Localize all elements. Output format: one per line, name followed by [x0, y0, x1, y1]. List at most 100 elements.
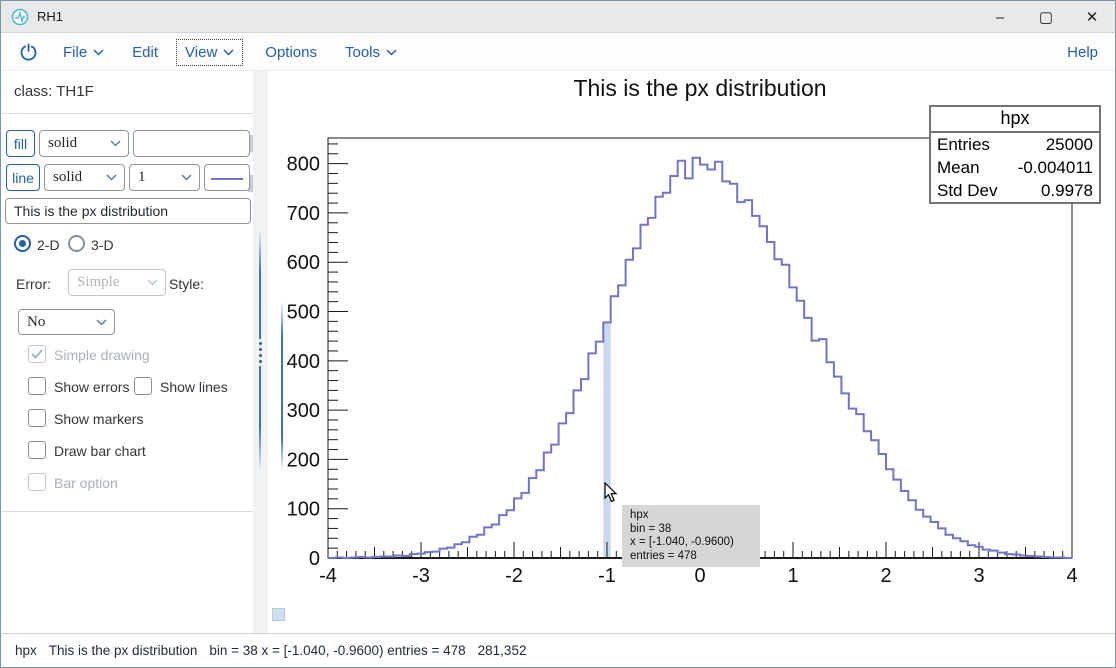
error-select-value: Simple	[77, 274, 120, 290]
menu-bar: File Edit View Options Tools Help	[2, 34, 1115, 71]
chevron-down-icon	[96, 318, 107, 326]
svg-text:300: 300	[287, 400, 320, 422]
histogram-title-input[interactable]	[5, 198, 251, 224]
stats-value: 25000	[1045, 135, 1093, 154]
power-icon[interactable]	[19, 43, 38, 62]
maximize-button[interactable]: ▢	[1038, 9, 1054, 26]
radio-3d[interactable]	[68, 235, 85, 252]
menu-view[interactable]: View	[176, 38, 244, 66]
chevron-down-icon	[110, 140, 121, 147]
chevron-down-icon	[106, 174, 117, 181]
checkbox-label-show-errors: Show errors	[54, 379, 130, 395]
svg-text:2: 2	[880, 565, 891, 587]
window-title: RH1	[37, 9, 64, 24]
checkbox-show-errors[interactable]	[28, 377, 46, 395]
line-button-label: line	[12, 169, 34, 186]
fill-color-input[interactable]	[133, 130, 250, 157]
tooltip-line: x = [-1.040, -0.9600)	[630, 536, 734, 548]
bin-tooltip: hpx bin = 38 x = [-1.040, -0.9600) entri…	[622, 505, 760, 567]
stats-label: Std Dev	[937, 181, 998, 200]
minimize-button[interactable]: –	[995, 8, 1005, 26]
error-select[interactable]: Simple	[68, 269, 166, 296]
line-width-select[interactable]: 1	[129, 164, 200, 191]
svg-text:500: 500	[287, 302, 320, 324]
status-counter: 281,352	[477, 643, 527, 658]
tooltip-line: hpx	[630, 509, 649, 521]
error-label: Error:	[16, 276, 51, 292]
checkbox-label-show-lines: Show lines	[160, 379, 228, 395]
line-style-select[interactable]: solid	[44, 164, 125, 191]
canvas-resize-nub[interactable]	[272, 608, 285, 621]
app-logo-icon	[11, 8, 29, 25]
menu-edit[interactable]: Edit	[132, 44, 158, 61]
scrollbar-nub[interactable]	[248, 135, 253, 152]
stats-value: -0.004011	[1017, 158, 1093, 177]
checkbox-draw-bar-chart[interactable]	[28, 441, 46, 459]
fill-style-select[interactable]: solid	[39, 130, 129, 157]
line-toggle-button[interactable]: line	[6, 164, 40, 191]
line-color-swatch[interactable]	[204, 164, 250, 191]
close-button[interactable]: ✕	[1085, 9, 1099, 26]
svg-text:800: 800	[287, 154, 320, 176]
mouse-cursor-icon	[604, 482, 618, 503]
tooltip-line: entries = 478	[630, 549, 697, 562]
status-hist-title: This is the px distribution	[48, 643, 198, 658]
menu-file[interactable]: File	[63, 44, 104, 61]
stats-title: hpx	[931, 107, 1099, 133]
menu-options-label: Options	[265, 43, 317, 61]
splitter-grip-icon[interactable]	[258, 339, 262, 366]
svg-text:100: 100	[287, 499, 320, 521]
checkbox-simple-drawing[interactable]	[28, 345, 46, 363]
radio-2d-label: 2-D	[37, 237, 60, 253]
scrollbar-nub[interactable]	[248, 175, 253, 192]
style-select-value: No	[27, 313, 46, 330]
svg-text:600: 600	[287, 252, 320, 274]
radio-2d[interactable]	[14, 235, 31, 252]
checkbox-label-simple-drawing: Simple drawing	[54, 347, 150, 363]
canvas-scrollbar[interactable]	[281, 301, 283, 471]
menu-tools[interactable]: Tools	[345, 44, 397, 61]
check-icon	[31, 349, 43, 359]
fill-style-value: solid	[48, 135, 78, 151]
chevron-down-icon	[223, 48, 234, 56]
line-width-value: 1	[138, 169, 146, 185]
svg-text:400: 400	[287, 351, 320, 373]
chevron-down-icon	[93, 48, 104, 56]
attributes-sidebar: class: TH1F fill solid line solid 1	[2, 71, 253, 633]
status-hist-name: hpx	[15, 643, 37, 658]
menu-options[interactable]: Options	[265, 44, 317, 61]
svg-text:-4: -4	[319, 565, 337, 587]
svg-text:0: 0	[694, 565, 705, 587]
menu-tools-label: Tools	[344, 43, 381, 61]
svg-text:3: 3	[973, 565, 984, 587]
panel-splitter[interactable]	[253, 71, 268, 633]
tooltip-line: bin = 38	[630, 522, 672, 535]
fill-color-field[interactable]	[134, 131, 249, 156]
menu-help[interactable]: Help	[1067, 44, 1098, 61]
fill-toggle-button[interactable]: fill	[6, 130, 35, 157]
menu-help-label: Help	[1067, 43, 1098, 61]
checkbox-label-bar-option: Bar option	[54, 475, 118, 491]
stats-box[interactable]: hpx Entries 25000 Mean -0.004011 Std Dev 0.…	[929, 105, 1101, 204]
class-label: class: TH1F	[14, 83, 94, 100]
checkbox-bar-option[interactable]	[28, 473, 46, 491]
svg-text:0: 0	[309, 548, 320, 570]
checkbox-show-lines[interactable]	[134, 377, 152, 395]
stats-label: Mean	[937, 158, 980, 177]
checkbox-show-markers[interactable]	[28, 409, 46, 427]
chevron-down-icon	[386, 48, 397, 56]
plot-title: This is the px distribution	[573, 75, 827, 101]
line-color-preview	[211, 177, 243, 180]
fill-button-label: fill	[13, 135, 28, 152]
style-label: Style:	[169, 276, 205, 292]
stats-label: Entries	[937, 135, 990, 154]
svg-text:-3: -3	[412, 565, 430, 587]
stats-value: 0.9978	[1041, 181, 1093, 200]
checkbox-label-show-markers: Show markers	[54, 411, 144, 427]
menu-file-label: File	[63, 43, 88, 61]
style-select[interactable]: No	[18, 309, 115, 335]
svg-text:700: 700	[287, 203, 320, 225]
histogram-title-field[interactable]	[6, 199, 250, 223]
svg-text:200: 200	[287, 449, 320, 471]
